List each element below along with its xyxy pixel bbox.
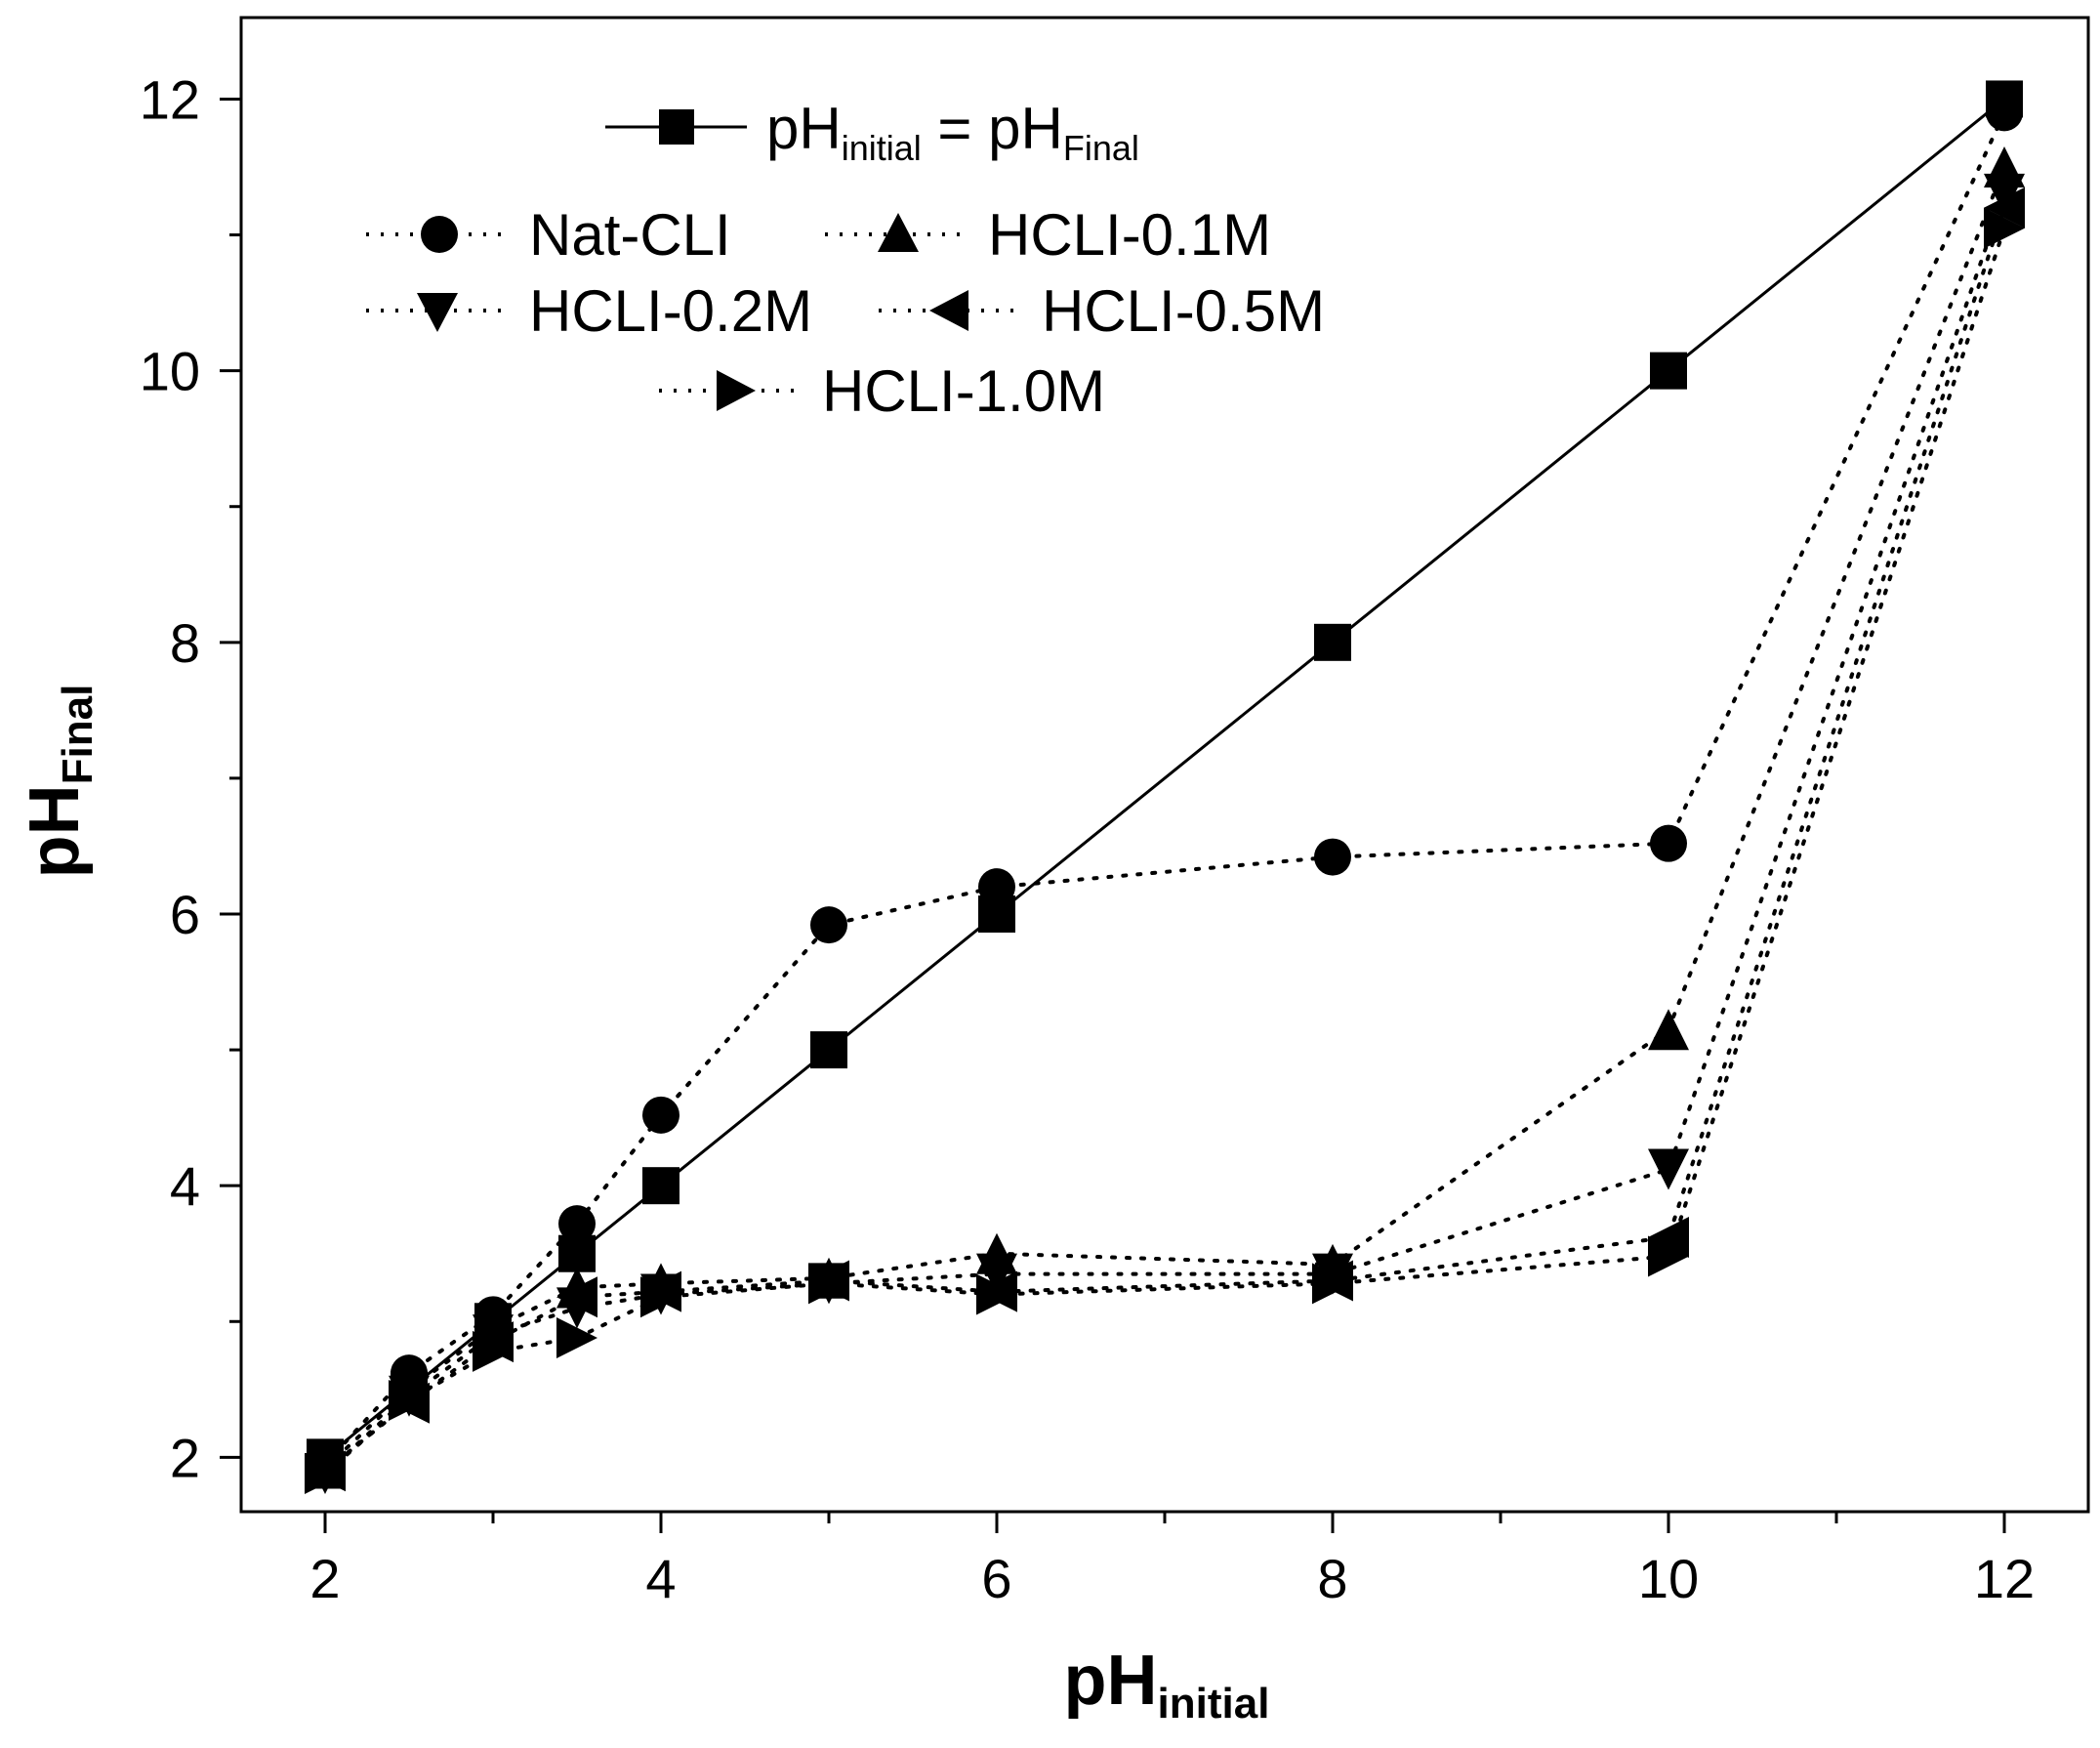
series-markers [305,80,2025,1495]
series-line-nat-cli [323,110,2006,1467]
axis-tick-labels: 2 4 6 8 10 12 2 4 6 8 10 12 [140,68,2035,1609]
x-tick-label: 8 [1317,1548,1347,1609]
x-tick-label: 2 [309,1548,340,1609]
marker-hcli-1-0m [808,1263,849,1305]
y-tick-label: 12 [140,68,200,130]
marker-hcli-1-0m [1984,207,2025,249]
marker-hcli-0-1m [1648,1009,1689,1051]
legend-item-hcli-01: HCLI-0.1M [825,202,1271,268]
x-tick-label: 6 [981,1548,1011,1609]
legend-item-hcli-02: HCLI-0.2M [366,278,812,344]
y-tick-label: 10 [140,341,200,402]
marker-nat-cli [1650,824,1687,862]
y-tick-label: 4 [170,1155,200,1217]
marker-nat-cli [1314,838,1351,876]
legend-marker-triangle-up [878,213,919,252]
marker-hcli-1-0m [1648,1235,1689,1277]
marker-ph-ph [1314,623,1351,661]
legend-item-hcli-10: HCLI-1.0M [659,358,1105,424]
legend-label-nat-cli: Nat-CLI [529,202,731,268]
y-tick-label: 6 [170,884,200,945]
marker-nat-cli [558,1205,596,1243]
series-line-hcli-0-1m [323,165,2006,1471]
series-lines [323,98,2006,1477]
axis-ticks [220,97,2006,1533]
marker-hcli-0-2m [1984,173,2025,215]
y-tick-label: 2 [170,1427,200,1488]
legend-marker-triangle-right [717,370,756,411]
marker-hcli-1-0m [389,1379,430,1421]
marker-hcli-0-2m [1648,1148,1689,1190]
marker-nat-cli [1986,94,2023,132]
x-tick-label: 12 [1974,1548,2035,1609]
legend-marker-circle [421,216,458,253]
marker-ph-ph [810,1031,847,1069]
y-axis-title-sub: Final [54,685,102,785]
marker-hcli-1-0m [305,1453,346,1495]
legend-ph-mid: = pH [922,96,1063,161]
y-axis-title-base: pH [16,784,94,878]
y-tick-label: 8 [170,612,200,674]
series-line-hcli-1-0m [323,226,2006,1477]
series-line-ph-ph [324,98,2005,1459]
legend: pHinitial = pHFinal Nat-CLI HCLI-0.1M HC… [366,96,1325,424]
marker-ph-ph [642,1167,679,1205]
marker-hcli-0-2m [976,1253,1017,1295]
legend-marker-triangle-left [929,290,968,331]
legend-ph-main: pH [766,96,842,161]
marker-hcli-0-5m [1648,1217,1689,1259]
marker-hcli-1-0m [1312,1263,1353,1305]
x-axis-title-base: pH [1064,1642,1158,1720]
marker-hcli-1-0m [640,1276,681,1318]
marker-nat-cli [978,868,1015,906]
marker-nat-cli [642,1096,679,1134]
legend-ph-sub1: initial [842,128,922,168]
legend-label-hcli-02: HCLI-0.2M [529,278,812,344]
legend-item-ph-equal: pHinitial = pHFinal [605,96,1139,168]
legend-item-nat-cli: Nat-CLI [366,202,731,268]
legend-marker-triangle-down [417,293,458,332]
marker-hcli-1-0m [976,1273,1017,1315]
x-axis-title-sub: initial [1158,1680,1270,1727]
y-axis-title: pHFinal [16,685,102,879]
legend-ph-sub2: Final [1063,128,1139,168]
series-line-hcli-0-5m [323,205,2006,1474]
marker-hcli-0-5m [556,1276,597,1318]
x-axis-title: pHinitial [1064,1642,1270,1727]
marker-ph-ph [1650,352,1687,390]
legend-label-hcli-05: HCLI-0.5M [1042,278,1325,344]
marker-hcli-1-0m [473,1330,514,1372]
marker-nat-cli [810,906,847,944]
legend-label-hcli-01: HCLI-0.1M [988,202,1271,268]
legend-item-hcli-05: HCLI-0.5M [879,278,1325,344]
legend-marker-square [659,109,694,145]
marker-hcli-0-5m [1984,187,2025,229]
legend-label-ph-equal: pHinitial = pHFinal [766,96,1139,168]
legend-label-hcli-10: HCLI-1.0M [822,358,1105,424]
marker-hcli-1-0m [556,1316,597,1358]
x-tick-label: 10 [1638,1548,1699,1609]
x-tick-label: 4 [645,1548,676,1609]
